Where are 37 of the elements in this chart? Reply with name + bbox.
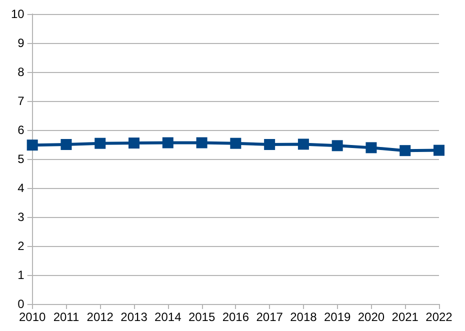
- y-tick-label: 2: [18, 239, 25, 253]
- y-tick-label: 5: [18, 152, 25, 166]
- x-tick-label: 2016: [222, 310, 250, 324]
- y-tick-label: 7: [18, 94, 25, 108]
- x-tick-label: 2020: [358, 310, 385, 324]
- y-tick-label: 9: [18, 36, 25, 50]
- x-tick-label: 2015: [188, 310, 216, 324]
- x-tick-label: 2013: [120, 310, 148, 324]
- point: [298, 138, 309, 150]
- y-tick-label: 10: [10, 7, 25, 21]
- x-tick-label: 2011: [53, 310, 80, 324]
- y-tick-label: 1: [18, 268, 25, 282]
- y-tick-label: 6: [18, 123, 25, 137]
- point: [434, 144, 444, 156]
- x-tick-label: 2017: [256, 310, 284, 324]
- x-tick-label: 2022: [426, 310, 453, 324]
- point: [128, 138, 140, 149]
- point: [400, 145, 411, 156]
- point: [230, 138, 242, 149]
- point: [264, 139, 276, 150]
- y-tick-label: 8: [18, 65, 25, 79]
- point: [94, 138, 106, 149]
- point: [196, 137, 208, 148]
- y-tick-label: 4: [18, 181, 25, 195]
- point: [60, 139, 72, 150]
- x-tick-label: 2019: [324, 310, 352, 324]
- x-tick-label: 2010: [18, 310, 46, 324]
- point: [366, 142, 377, 154]
- x-tick-label: 2018: [290, 310, 318, 324]
- y-tick-label: 0: [18, 297, 25, 311]
- x-tick-label: 2012: [86, 310, 114, 324]
- point: [162, 137, 174, 148]
- point: [332, 140, 343, 152]
- point: [26, 140, 38, 151]
- x-tick-label: 2014: [154, 310, 182, 324]
- x-tick-label: 2021: [392, 310, 419, 324]
- y-tick-label: 3: [18, 210, 25, 224]
